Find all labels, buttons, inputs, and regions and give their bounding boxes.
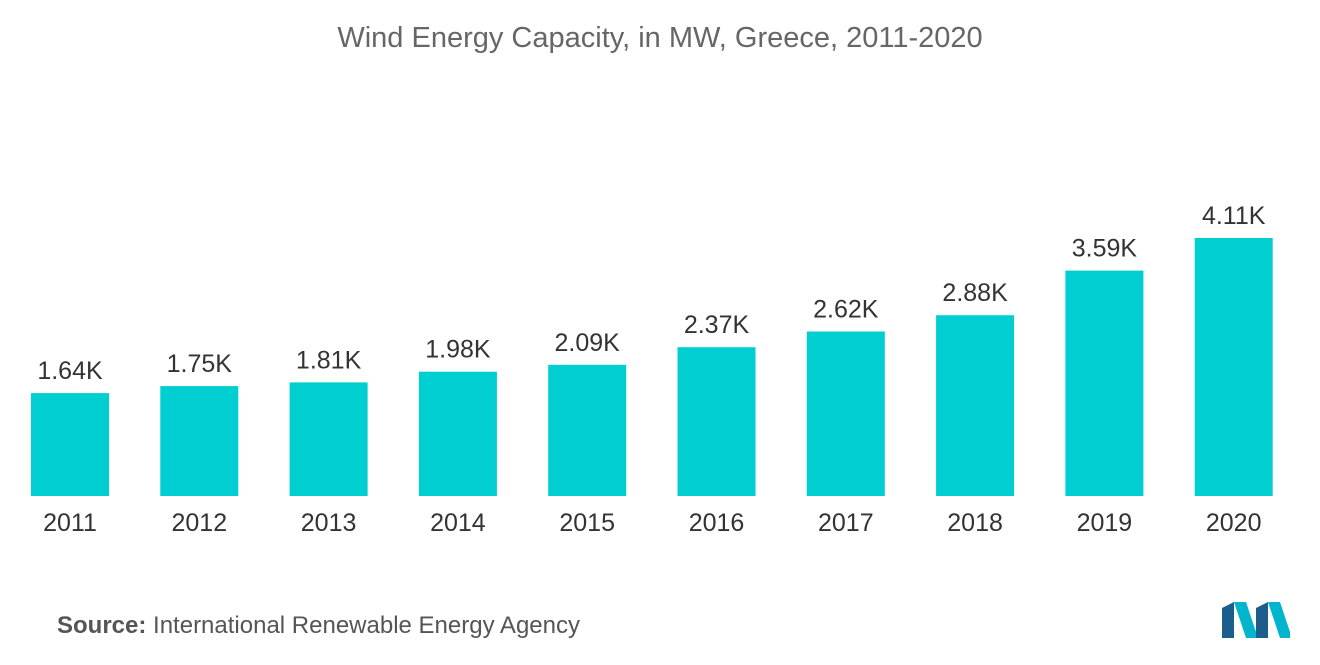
x-tick-2020: 2020 [1206,509,1262,537]
bar-2015 [548,364,627,496]
source-text: International Renewable Energy Agency [153,612,580,639]
data-label-2019: 3.59K [1072,235,1138,263]
logo-diagonal-2 [1268,602,1290,638]
bar-2016 [677,347,756,496]
bar-2019 [1065,270,1144,496]
chart-title: Wind Energy Capacity, in MW, Greece, 201… [337,22,983,54]
bar-2011 [31,393,109,496]
x-tick-2012: 2012 [171,509,227,537]
logo-diagonal-1 [1234,602,1258,638]
data-label-2011: 1.64K [37,357,103,385]
bar-2012 [160,386,239,496]
data-label-2014: 1.98K [425,336,491,364]
bar-2018 [936,315,1015,496]
logo-middle-stem [1256,602,1268,638]
x-tick-2011: 2011 [43,509,97,537]
data-label-2018: 2.88K [942,279,1008,307]
x-tick-2017: 2017 [818,509,874,537]
source-label: Source: [57,612,147,639]
source-note: Source: International Renewable Energy A… [57,612,580,640]
data-label-2015: 2.09K [555,329,621,357]
mordor-logo-icon [1222,602,1290,638]
bar-2017 [806,331,885,496]
data-labels-layer: 1.64K 1.75K 1.81K 1.98K 2.09K 2.37K 2.62K 2.88K… [37,202,1265,385]
logo-left-stem [1222,602,1234,638]
x-tick-2019: 2019 [1077,509,1133,537]
x-tick-2018: 2018 [947,509,1003,537]
x-tick-2015: 2015 [559,509,615,537]
data-label-2020: 4.11K [1202,202,1266,230]
data-label-2012: 1.75K [167,350,233,378]
data-label-2016: 2.37K [684,311,750,339]
x-axis-tick-labels: 2011 2012 2013 2014 2015 2016 2017 2018 2019 2020 [43,509,1261,537]
bar-2020 [1194,238,1273,496]
x-tick-2016: 2016 [689,509,745,537]
bars-layer [31,238,1273,496]
x-tick-2014: 2014 [430,509,486,537]
bar-2013 [289,382,368,496]
x-tick-2013: 2013 [301,509,357,537]
data-label-2013: 1.81K [296,346,362,374]
bar-chart: 1.64K 1.75K 1.81K 1.98K 2.09K 2.37K 2.62K 2.88K… [31,202,1273,537]
bar-2014 [418,371,497,496]
data-label-2017: 2.62K [813,296,879,324]
